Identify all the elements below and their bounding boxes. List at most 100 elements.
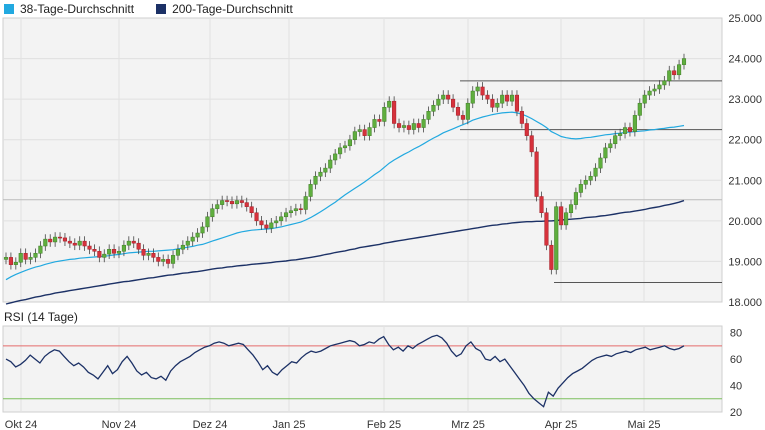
legend-swatch-ma200 bbox=[156, 4, 167, 14]
candle-body bbox=[421, 119, 426, 128]
candle-body bbox=[190, 236, 195, 242]
rsi-tick-label: 20 bbox=[730, 407, 742, 419]
month-tick-label: Mrz 25 bbox=[451, 419, 485, 430]
candle-body bbox=[210, 208, 215, 218]
candle-body bbox=[347, 139, 352, 147]
candle-body bbox=[583, 180, 588, 185]
rsi-tick-label: 40 bbox=[730, 381, 742, 393]
candle-body bbox=[229, 201, 235, 205]
candle-body bbox=[598, 157, 603, 169]
candle-body bbox=[352, 131, 357, 140]
month-tick-label: Jan 25 bbox=[272, 419, 305, 430]
candle-body bbox=[249, 206, 254, 213]
candle-body bbox=[446, 94, 451, 100]
month-tick-label: Feb 25 bbox=[367, 419, 401, 430]
legend-item-ma200: 200-Tage-Durchschnitt bbox=[156, 2, 293, 16]
candle-body bbox=[220, 200, 225, 205]
candle-body bbox=[18, 253, 23, 263]
month-tick-label: Dez 24 bbox=[193, 419, 228, 430]
ma200-line bbox=[5, 199, 685, 305]
month-tick-label: Okt 24 bbox=[5, 419, 37, 430]
candle-body bbox=[185, 240, 190, 246]
candle-body bbox=[564, 212, 569, 226]
candle-body bbox=[593, 167, 598, 177]
candle-body bbox=[441, 94, 446, 100]
candle-body bbox=[195, 232, 200, 238]
candle-body bbox=[342, 145, 348, 149]
candle-body bbox=[416, 123, 421, 128]
candle-body bbox=[293, 208, 298, 211]
candle-body bbox=[151, 253, 156, 258]
candle-body bbox=[161, 259, 166, 262]
candle-body bbox=[97, 251, 102, 258]
candle-body bbox=[116, 251, 122, 254]
candle-body bbox=[318, 171, 323, 177]
candle-body bbox=[667, 70, 672, 82]
candle-body bbox=[72, 242, 77, 246]
candle-body bbox=[534, 151, 539, 197]
month-tick-label: Nov 24 bbox=[102, 419, 137, 430]
candle-body bbox=[215, 204, 220, 209]
candle-body bbox=[279, 216, 284, 222]
candle-body bbox=[652, 88, 657, 92]
candle-body bbox=[62, 237, 68, 242]
candle-body bbox=[57, 236, 63, 239]
candle-body bbox=[239, 200, 244, 203]
price-tick-label: 24.000 bbox=[728, 54, 762, 66]
candle-body bbox=[175, 249, 181, 256]
candle-body bbox=[234, 200, 239, 205]
candle-body bbox=[131, 240, 136, 244]
candle-body bbox=[338, 147, 343, 155]
candle-body bbox=[313, 175, 318, 185]
candle-body bbox=[377, 119, 382, 122]
candle-body bbox=[3, 257, 9, 260]
price-tick-label: 25.000 bbox=[728, 13, 762, 25]
candle-body bbox=[333, 153, 338, 161]
candle-body bbox=[254, 212, 259, 222]
candle-body bbox=[362, 129, 367, 136]
candle-body bbox=[308, 184, 313, 197]
price-tick-label: 18.000 bbox=[728, 297, 762, 309]
candle-body bbox=[82, 240, 87, 247]
price-tick-label: 22.000 bbox=[728, 135, 762, 147]
candle-body bbox=[141, 249, 146, 256]
candle-body bbox=[53, 236, 58, 243]
candle-body bbox=[87, 245, 92, 250]
candle-body bbox=[460, 115, 465, 120]
candle-body bbox=[288, 210, 294, 213]
candle-body bbox=[23, 253, 28, 260]
price-tick-label: 20.000 bbox=[728, 216, 762, 228]
candle-body bbox=[170, 255, 176, 264]
candle-body bbox=[38, 245, 43, 254]
candle-body bbox=[632, 115, 637, 132]
candle-body bbox=[387, 100, 392, 108]
legend-item-ma38: 38-Tage-Durchschnitt bbox=[4, 2, 134, 16]
rsi-panel-bg bbox=[2, 325, 723, 413]
candle-body bbox=[539, 196, 544, 213]
candle-body bbox=[618, 133, 623, 136]
rsi-line bbox=[5, 334, 685, 408]
candle-body bbox=[121, 244, 126, 252]
candle-body bbox=[298, 208, 303, 210]
candle-body bbox=[396, 123, 402, 128]
candle-body bbox=[180, 244, 185, 250]
candle-body bbox=[495, 102, 500, 108]
candle-body bbox=[500, 94, 505, 104]
legend-label-ma200: 200-Tage-Durchschnitt bbox=[172, 2, 293, 16]
price-tick-label: 19.000 bbox=[728, 256, 762, 268]
candle-body bbox=[357, 129, 362, 132]
candle-body bbox=[328, 159, 333, 169]
candle-body bbox=[107, 249, 112, 255]
candle-body bbox=[28, 257, 33, 260]
candle-body bbox=[622, 127, 628, 134]
candle-body bbox=[657, 84, 662, 90]
candle-body bbox=[519, 111, 524, 124]
candle-body bbox=[112, 249, 117, 254]
candle-body bbox=[283, 212, 289, 218]
candle-body bbox=[92, 249, 97, 252]
candle-body bbox=[573, 192, 578, 205]
candle-body bbox=[475, 86, 480, 92]
rsi-tick-label: 60 bbox=[730, 354, 742, 366]
candle-body bbox=[613, 135, 618, 145]
